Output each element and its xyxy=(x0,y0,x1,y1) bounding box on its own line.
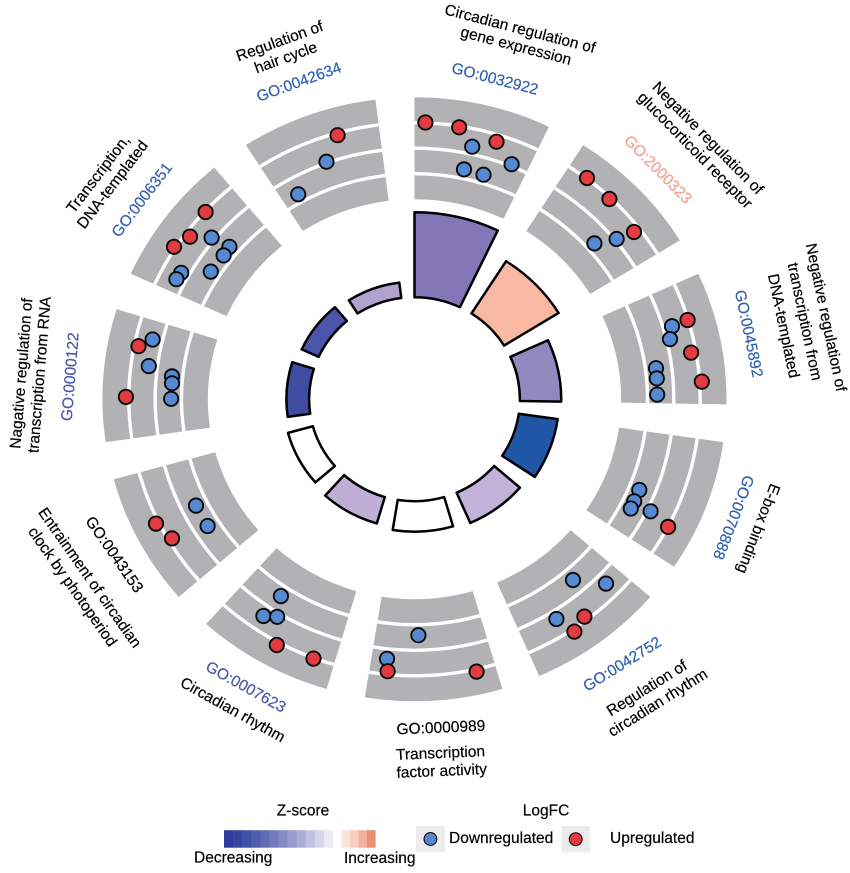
svg-text:Downregulated: Downregulated xyxy=(449,830,553,847)
svg-text:factor activity: factor activity xyxy=(396,761,487,782)
svg-text:Increasing: Increasing xyxy=(344,850,416,867)
svg-text:Z-score: Z-score xyxy=(277,803,330,820)
svg-text:Upregulated: Upregulated xyxy=(610,830,694,847)
svg-text:LogFC: LogFC xyxy=(523,803,570,820)
svg-text:GO:0000989: GO:0000989 xyxy=(396,718,485,739)
svg-text:Decreasing: Decreasing xyxy=(194,850,272,867)
svg-text:Transcription: Transcription xyxy=(396,743,486,764)
